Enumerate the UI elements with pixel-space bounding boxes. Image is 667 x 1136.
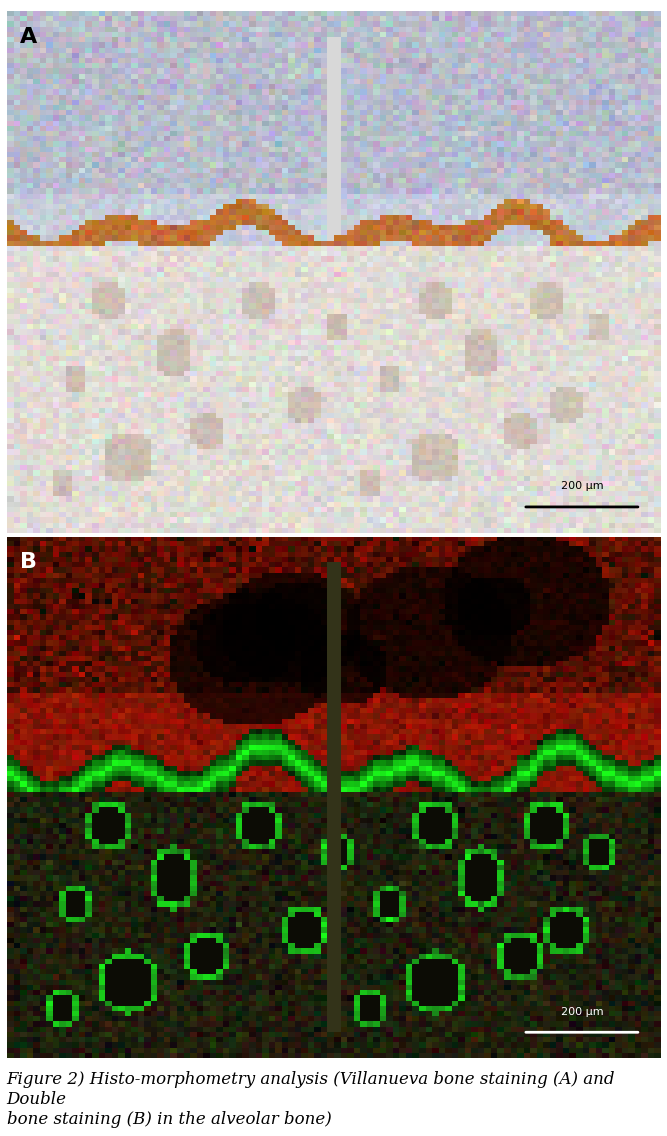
Text: 200 μm: 200 μm bbox=[560, 1006, 603, 1017]
Text: 200 μm: 200 μm bbox=[560, 482, 603, 491]
Text: A: A bbox=[20, 27, 37, 47]
Text: Figure 2) Histo-morphometry analysis (Villanueva bone staining (A) and Double
bo: Figure 2) Histo-morphometry analysis (Vi… bbox=[7, 1071, 615, 1128]
Text: B: B bbox=[20, 552, 37, 573]
